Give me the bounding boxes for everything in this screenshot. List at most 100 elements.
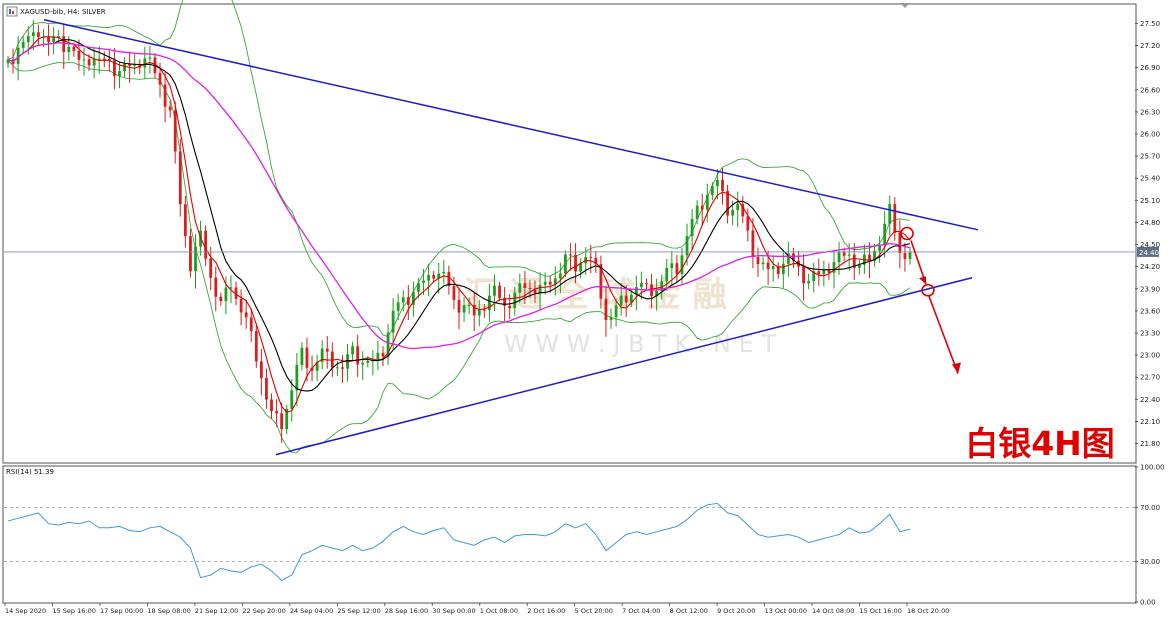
candle-body	[391, 310, 395, 333]
projection-arrowhead	[952, 362, 961, 374]
candle-body	[305, 347, 309, 368]
candle-body	[873, 250, 876, 261]
candle-body	[786, 253, 790, 264]
candle-body	[776, 266, 780, 275]
candle-body	[746, 216, 750, 231]
time-tick-label: 15 Oct 16:00	[860, 607, 902, 615]
rsi-tick-label: 30.00	[1140, 558, 1160, 566]
rsi-tick-label: 100.00	[1140, 464, 1165, 472]
rsi-tick-label: 70.00	[1140, 504, 1160, 512]
price-tick-label: 23.90	[1140, 285, 1160, 293]
price-tick-label: 23.60	[1140, 307, 1160, 315]
candle-body	[574, 254, 577, 272]
candle-body	[766, 262, 770, 270]
candle-body	[133, 64, 137, 66]
candle-body	[792, 253, 795, 261]
candle-body	[624, 295, 628, 303]
candle-body	[341, 367, 344, 369]
candle-body	[579, 263, 583, 272]
candle-body	[716, 179, 719, 187]
candle-body	[883, 223, 887, 245]
candle-body	[645, 283, 648, 285]
candle-body	[488, 295, 491, 311]
candle-body	[467, 304, 471, 306]
rsi-series	[4, 502, 1135, 582]
chart-menu-icon[interactable]	[6, 6, 18, 17]
price-tick-label: 26.60	[1140, 86, 1160, 94]
candle-body	[614, 305, 618, 318]
candle-body	[239, 298, 243, 313]
projection-arrowhead-1	[919, 276, 926, 285]
candle-body	[82, 59, 86, 61]
time-tick-label: 21 Sep 12:00	[195, 607, 238, 615]
lower-trendline	[275, 276, 973, 456]
candle-body	[660, 281, 664, 292]
candle-body	[812, 271, 816, 282]
candle-body	[259, 361, 263, 379]
candle-body	[543, 281, 547, 285]
price-tick-label: 22.70	[1140, 374, 1160, 382]
candle-body	[503, 298, 507, 306]
candle-body	[802, 266, 805, 284]
candle-body	[396, 302, 400, 311]
candle-body	[138, 64, 142, 68]
shift-marker-icon[interactable]	[900, 3, 910, 8]
candle-body	[194, 246, 197, 272]
candle-body	[148, 57, 152, 59]
time-tick-label: 18 Oct 20:00	[907, 607, 949, 615]
candle-body	[295, 364, 299, 391]
time-tick-label: 8 Oct 12:00	[670, 607, 708, 615]
price-tick-label: 23.00	[1140, 352, 1160, 360]
candle-body	[219, 296, 223, 302]
moving-averages	[7, 36, 911, 414]
candle-body	[827, 269, 831, 273]
candle-body	[832, 262, 836, 273]
candle-body	[609, 317, 613, 321]
time-tick-label: 30 Sep 00:00	[432, 607, 475, 615]
candle-body	[204, 230, 208, 259]
candle-body	[300, 347, 304, 365]
time-tick-label: 14 Sep 2020	[5, 607, 46, 615]
time-tick-label: 1 Oct 08:00	[480, 607, 518, 615]
bollinger-upper	[7, 0, 911, 338]
price-tick-label: 27.50	[1140, 20, 1160, 28]
pivot-circle	[921, 283, 935, 297]
candle-body	[477, 309, 481, 316]
candle-body	[128, 63, 132, 66]
candle-body	[265, 378, 268, 400]
candle-body	[163, 84, 167, 107]
rsi-axis: 100.00 70.00 30.00 0.00	[1135, 464, 1165, 607]
candle-body	[553, 278, 557, 285]
candle-body	[868, 254, 871, 261]
price-tick-label: 26.90	[1140, 64, 1160, 72]
candle-body	[685, 236, 689, 256]
candle-body	[77, 50, 81, 60]
candle-body	[168, 106, 172, 111]
candle-body	[533, 288, 537, 294]
price-tick-label: 25.70	[1140, 153, 1160, 161]
candle-body	[619, 295, 623, 306]
candle-body	[640, 283, 643, 288]
candle-body	[285, 408, 289, 430]
candle-body	[893, 204, 897, 233]
time-tick-label: 18 Sep 08:00	[147, 607, 190, 615]
candle-body	[842, 252, 846, 256]
time-axis: 14 Sep 2020 15 Sep 16:00 17 Sep 00:00 18 Se…	[4, 603, 949, 615]
candle-body	[442, 271, 446, 274]
candle-body	[695, 205, 699, 219]
candle-body	[381, 352, 385, 357]
time-tick-label: 7 Oct 04:00	[622, 607, 660, 615]
watermark-cn: 汇 通 全 球 金 融	[463, 275, 726, 315]
candle-body	[52, 36, 56, 42]
candle-body	[731, 209, 735, 216]
time-tick-label: 17 Sep 00:00	[100, 607, 143, 615]
candle-body	[472, 304, 476, 316]
candle-body	[513, 292, 517, 309]
candle-body	[280, 413, 284, 430]
candle-body	[37, 32, 40, 37]
bollinger-lower	[7, 59, 911, 454]
candle-body	[422, 280, 425, 283]
candle-body	[432, 275, 436, 279]
candle-body	[214, 277, 218, 297]
candle-body	[158, 73, 162, 85]
